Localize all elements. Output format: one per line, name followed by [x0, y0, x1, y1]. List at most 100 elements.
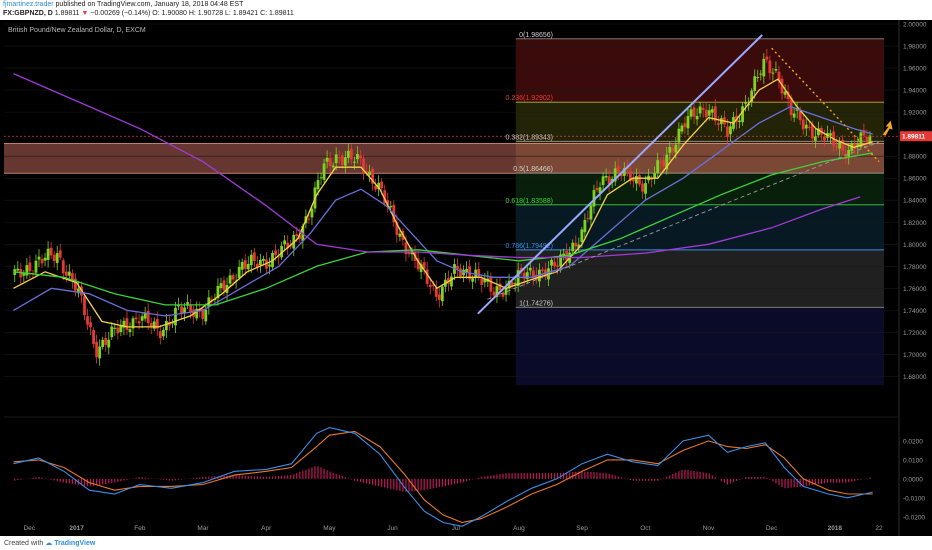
candle-body [813, 136, 817, 141]
candle-body [152, 321, 156, 329]
fibonacci-layer: 0(1.98656) 0.236(1.92902) 0.382(1.89343) 0.… [506, 32, 884, 308]
candle-body [495, 286, 499, 297]
publish-info: published on TradingView.com, January 18… [55, 1, 244, 8]
candle-body [862, 129, 866, 136]
candle-body [189, 304, 193, 312]
candle-body [729, 126, 732, 135]
candle-body [98, 346, 102, 359]
price-tick-label: 1.72000 [903, 330, 927, 337]
fib-zone [515, 307, 884, 386]
macd-line [13, 427, 873, 527]
candle-body [635, 176, 638, 184]
candle-body [768, 60, 772, 74]
last-price: 1.89811 [54, 10, 80, 17]
candle-body [222, 280, 226, 291]
time-tick-label: Oct [640, 525, 650, 532]
candle-body [616, 165, 620, 173]
tradingview-brand-link[interactable]: TradingView [54, 540, 96, 547]
candle-body [656, 160, 660, 173]
candle-body [61, 260, 65, 274]
candle-body [525, 272, 529, 279]
price-tick-label: 1.98000 [903, 44, 927, 51]
candle-body [762, 58, 766, 77]
time-tick-label: Jun [387, 525, 398, 532]
candle-body [237, 266, 241, 278]
candle-body [589, 205, 593, 220]
candle-body [322, 163, 326, 180]
time-tick-label: 22 [875, 525, 883, 532]
candle-body [456, 265, 459, 269]
candle-body [683, 123, 687, 128]
candle-body [750, 90, 754, 103]
candle-body [765, 56, 769, 60]
candle-body [116, 327, 120, 334]
candle-body [52, 254, 56, 262]
candle-body [92, 330, 95, 345]
candle-body [844, 153, 848, 159]
candle-body [70, 273, 74, 282]
tradingview-logo-icon: ☁ [45, 540, 53, 547]
candle-body [474, 269, 478, 278]
candle-body [140, 316, 144, 321]
candle-body [395, 221, 399, 235]
candle-body [352, 161, 356, 163]
macd-tick-label: 0.0100 [903, 457, 923, 464]
price-change: −0.00269 (−0.14%) [90, 10, 151, 17]
candle-body [777, 71, 781, 82]
publish-header: fjmartinez.trader published on TradingVi… [0, 0, 932, 20]
time-tick-label: Dec [23, 525, 35, 532]
candle-body [389, 206, 393, 208]
candle-body [628, 171, 632, 181]
candle-body [835, 145, 838, 148]
uptrend-line [477, 34, 763, 315]
time-tick-label: May [323, 525, 336, 532]
author-link[interactable]: fjmartinez.trader [3, 1, 54, 8]
candle-body [428, 284, 432, 287]
breakout-arrow-icon [882, 120, 893, 136]
candle-body [383, 190, 387, 203]
candle-body [101, 339, 105, 347]
candle-body [553, 262, 556, 267]
fib-level-label: 0.786(1.79492) [506, 243, 553, 250]
candle-body [492, 291, 496, 296]
time-tick-label: Mar [197, 525, 209, 532]
candles-layer [13, 48, 872, 366]
chart-area[interactable]: 0(1.98656) 0.236(1.92902) 0.382(1.89343) 0.… [0, 20, 932, 536]
candle-body [865, 136, 869, 143]
price-tick-label: 1.70000 [903, 352, 927, 359]
time-tick-label: Nov [703, 525, 715, 532]
fib-level-label: 0.618(1.83588) [506, 198, 553, 205]
candle-body [665, 154, 669, 170]
candle-body [131, 318, 135, 329]
candle-body [325, 157, 329, 162]
candle-body [219, 283, 223, 289]
candle-body [362, 158, 365, 173]
candle-body [183, 307, 186, 314]
candle-body [519, 267, 523, 272]
candle-body [368, 171, 371, 176]
support-dashed-line [487, 141, 880, 300]
candle-body [365, 170, 368, 173]
candle-body [562, 253, 566, 257]
last-price-tag-label: 1.89811 [902, 134, 926, 141]
candle-body [374, 185, 378, 190]
price-chart-svg: 0(1.98656) 0.236(1.92902) 0.382(1.89343) 0.… [4, 20, 932, 536]
price-tick-label: 1.96000 [903, 66, 927, 73]
candle-body [174, 307, 177, 326]
candle-body [113, 327, 117, 329]
candle-body [431, 284, 435, 286]
candle-body [823, 136, 826, 141]
candle-body [419, 264, 423, 273]
price-tick-label: 1.78000 [903, 264, 927, 271]
candle-body [262, 258, 265, 261]
candle-body [483, 279, 487, 283]
price-tick-label: 1.88000 [903, 154, 927, 161]
candle-body [283, 240, 287, 245]
candle-body [719, 118, 723, 125]
candle-body [480, 278, 484, 286]
candle-body [726, 126, 729, 137]
candle-body [77, 288, 80, 294]
candle-body [489, 276, 493, 292]
candle-body [171, 322, 174, 324]
candle-body [186, 302, 190, 306]
